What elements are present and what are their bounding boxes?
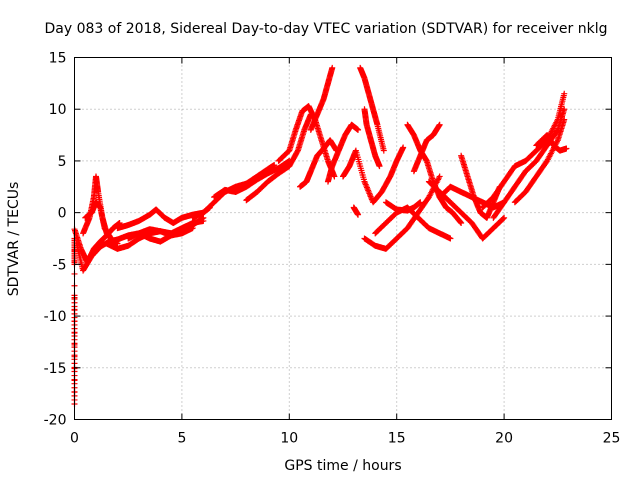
data-point xyxy=(200,217,207,224)
x-tick-label: 15 xyxy=(388,431,406,447)
data-point xyxy=(400,144,407,151)
y-axis-label: SDTVAR / TECUs xyxy=(6,182,22,297)
series-arc09 xyxy=(211,157,293,201)
data-point xyxy=(329,64,336,71)
data-point xyxy=(457,219,464,226)
data-point xyxy=(458,219,465,226)
data-point xyxy=(561,106,568,113)
y-tick-label: 10 xyxy=(49,102,67,118)
data-point xyxy=(376,163,383,170)
y-tick-labels: -20 -15 -10 -5 0 5 10 15 xyxy=(44,51,67,429)
data-point xyxy=(114,240,121,247)
data-point xyxy=(436,173,443,180)
x-tick-label: 5 xyxy=(177,431,186,447)
y-tick-label: -10 xyxy=(44,309,67,325)
data-point xyxy=(563,145,570,152)
y-tick-label: 5 xyxy=(58,154,67,170)
data-point xyxy=(447,235,454,242)
series-arc21 xyxy=(382,199,424,214)
y-tick-label: -15 xyxy=(44,361,67,377)
data-point xyxy=(417,199,424,206)
data-point xyxy=(380,147,387,154)
series-arc17 xyxy=(361,106,383,170)
y-tick-label: 0 xyxy=(58,206,67,222)
series-arc23 xyxy=(410,121,443,175)
data-points xyxy=(71,64,570,407)
series-arc18 xyxy=(350,204,362,218)
x-tick-label: 0 xyxy=(70,431,79,447)
x-tick-label: 25 xyxy=(603,431,621,447)
series-arc04 xyxy=(82,199,115,242)
data-point xyxy=(500,215,507,222)
series-arc13 xyxy=(307,64,336,133)
series-arc07 xyxy=(125,217,207,242)
data-point xyxy=(436,121,443,128)
x-axis-label: GPS time / hours xyxy=(284,458,401,474)
series-arc11 xyxy=(275,103,338,180)
y-tick-label: 15 xyxy=(49,51,67,67)
data-point xyxy=(501,214,508,221)
y-tick-label: -20 xyxy=(44,413,67,429)
series-arc15 xyxy=(340,144,407,206)
grid xyxy=(74,57,612,420)
data-point xyxy=(108,235,115,242)
data-point xyxy=(189,225,196,232)
x-tick-label: 10 xyxy=(280,431,298,447)
x-tick-labels: 0 5 10 15 20 25 xyxy=(70,431,620,447)
series-arc19 xyxy=(361,173,443,252)
series-arc14 xyxy=(324,121,362,185)
x-tick-label: 20 xyxy=(495,431,513,447)
data-point xyxy=(561,90,568,97)
series-arc16 xyxy=(357,64,387,154)
data-point xyxy=(561,116,568,123)
data-point xyxy=(355,126,362,133)
series-arc10 xyxy=(243,111,314,204)
data-point xyxy=(355,211,362,218)
chart-title: Day 083 of 2018, Sidereal Day-to-day VTE… xyxy=(45,21,608,37)
axis-ticks xyxy=(74,57,612,420)
plot-frame xyxy=(74,57,612,420)
series-arc24 xyxy=(425,178,508,242)
series-arc30 xyxy=(533,132,570,154)
series-arc12 xyxy=(297,137,340,190)
y-tick-label: -5 xyxy=(53,257,67,273)
